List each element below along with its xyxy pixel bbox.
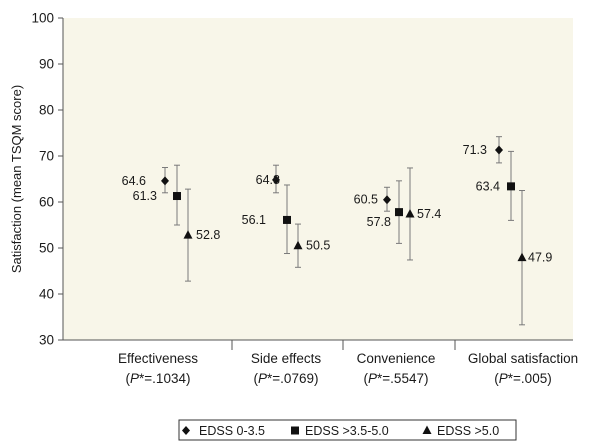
- data-label: 63.4: [476, 179, 500, 193]
- category-p-value: (P*=.0769): [254, 371, 319, 386]
- data-label: 57.8: [367, 215, 391, 229]
- category-label: Convenience: [357, 351, 436, 366]
- y-tick-label: 50: [39, 241, 54, 256]
- data-marks: 64.6 64.8 60.5 71.3 61.3 56.1 57.8 63.4 52.8 50.5…: [122, 136, 552, 326]
- axes: 30 40 50 60 70 80 90 100: [31, 11, 573, 350]
- data-label: 47.9: [528, 251, 552, 265]
- y-tick-label: 30: [39, 333, 54, 348]
- legend-label: EDSS 0-3.5: [199, 424, 265, 438]
- data-label: 57.4: [417, 207, 441, 221]
- data-point-diamond: [272, 175, 280, 185]
- legend-marker-square: [291, 426, 299, 435]
- legend-label: EDSS >5.0: [437, 424, 499, 438]
- category-p-value: (P*=.1034): [126, 371, 191, 386]
- data-label: 52.8: [196, 228, 220, 242]
- data-point-diamond: [383, 195, 391, 205]
- data-label: 60.5: [354, 193, 378, 207]
- data-label: 71.3: [463, 143, 487, 157]
- category-p-value: (P*=.5547): [364, 371, 429, 386]
- y-axis-label: Satisfaction (mean TSQM score): [9, 85, 24, 273]
- legend: EDSS 0-3.5 EDSS >3.5-5.0 EDSS >5.0: [178, 419, 517, 441]
- data-point-triangle: [183, 230, 193, 239]
- data-point-square: [173, 192, 181, 201]
- data-point-diamond: [495, 145, 503, 155]
- data-label: 64.6: [122, 174, 146, 188]
- y-tick-label: 80: [39, 103, 54, 118]
- data-label: 50.5: [306, 239, 330, 253]
- y-tick-label: 70: [39, 149, 54, 164]
- category-label: Side effects: [251, 351, 322, 366]
- category-labels: Effectiveness (P*=.1034) Side effects (P*=.…: [118, 351, 578, 386]
- data-point-square: [283, 215, 291, 224]
- legend-marker-triangle: [422, 425, 432, 434]
- data-point-square: [395, 208, 403, 217]
- y-tick-label: 100: [31, 11, 54, 26]
- legend-box: [178, 419, 517, 441]
- data-label: 61.3: [133, 189, 157, 203]
- category-label: Global satisfaction: [468, 351, 578, 366]
- y-tick-label: 90: [39, 57, 54, 72]
- y-tick-label: 40: [39, 287, 54, 302]
- category-p-value: (P*=.005): [494, 371, 551, 386]
- legend-label: EDSS >3.5-5.0: [305, 424, 389, 438]
- data-label: 56.1: [242, 213, 266, 227]
- y-tick-label: 60: [39, 195, 54, 210]
- data-point-triangle: [293, 240, 303, 250]
- legend-marker-diamond: [182, 426, 190, 435]
- data-point-triangle: [405, 208, 415, 218]
- data-point-triangle: [517, 252, 527, 262]
- category-label: Effectiveness: [118, 351, 198, 366]
- data-point-diamond: [161, 176, 169, 186]
- data-label: 64.8: [256, 173, 280, 187]
- plot-area: [63, 18, 573, 340]
- data-point-square: [507, 182, 515, 191]
